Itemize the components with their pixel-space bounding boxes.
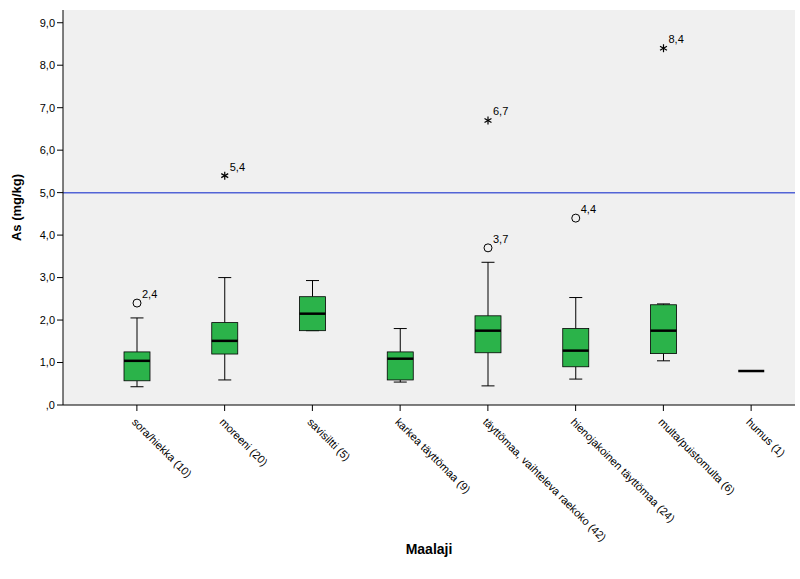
svg-text:6,7: 6,7 <box>493 105 508 117</box>
svg-text:6,0: 6,0 <box>40 144 55 156</box>
svg-text:karkea täyttömaa (9): karkea täyttömaa (9) <box>393 416 473 496</box>
svg-text:5,4: 5,4 <box>230 161 245 173</box>
svg-text:As (mg/kg): As (mg/kg) <box>9 174 24 241</box>
svg-text:2,4: 2,4 <box>142 288 157 300</box>
svg-text:humus (1): humus (1) <box>744 416 788 460</box>
svg-text:multa/puistomulta (6): multa/puistomulta (6) <box>656 416 737 497</box>
svg-text:sora/hiekka (10): sora/hiekka (10) <box>130 416 194 480</box>
svg-text:3,0: 3,0 <box>40 271 55 283</box>
svg-text:1,0: 1,0 <box>40 356 55 368</box>
svg-text:hienojakoinen täyttömaa (24): hienojakoinen täyttömaa (24) <box>569 416 678 525</box>
svg-text:Maalaji: Maalaji <box>406 541 453 557</box>
svg-text:moreeni (20): moreeni (20) <box>218 416 271 469</box>
svg-text:8,4: 8,4 <box>669 33 684 45</box>
svg-text:4,4: 4,4 <box>581 203 596 215</box>
svg-text:7,0: 7,0 <box>40 102 55 114</box>
svg-text:5,0: 5,0 <box>40 187 55 199</box>
svg-text:4,0: 4,0 <box>40 229 55 241</box>
svg-text:täyttömaa, vaihteleva raekoko: täyttömaa, vaihteleva raekoko (42) <box>480 415 609 544</box>
svg-text:3,7: 3,7 <box>493 233 508 245</box>
svg-text:9,0: 9,0 <box>40 17 55 29</box>
svg-text:2,0: 2,0 <box>40 314 55 326</box>
svg-text:,0: ,0 <box>46 399 55 411</box>
svg-text:8,0: 8,0 <box>40 59 55 71</box>
svg-text:savisiltti (5): savisiltti (5) <box>305 416 352 463</box>
